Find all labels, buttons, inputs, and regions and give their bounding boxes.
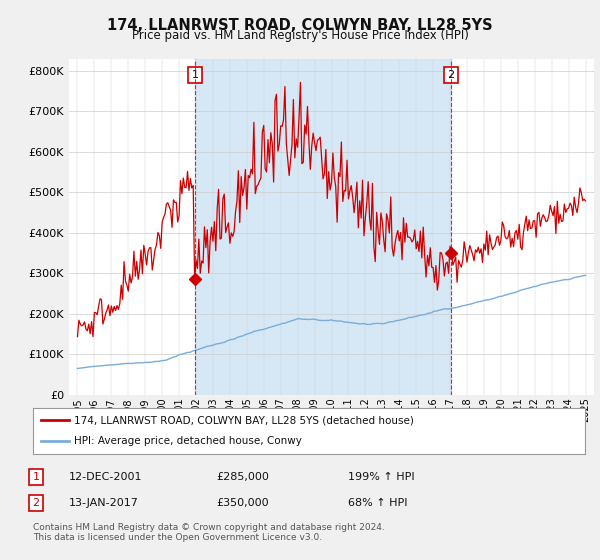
Text: 1: 1 bbox=[32, 472, 40, 482]
Text: 199% ↑ HPI: 199% ↑ HPI bbox=[348, 472, 415, 482]
Text: 174, LLANRWST ROAD, COLWYN BAY, LL28 5YS (detached house): 174, LLANRWST ROAD, COLWYN BAY, LL28 5YS… bbox=[74, 415, 414, 425]
Text: Price paid vs. HM Land Registry's House Price Index (HPI): Price paid vs. HM Land Registry's House … bbox=[131, 29, 469, 42]
Text: HPI: Average price, detached house, Conwy: HPI: Average price, detached house, Conw… bbox=[74, 436, 302, 446]
Text: £350,000: £350,000 bbox=[216, 498, 269, 508]
Text: 1: 1 bbox=[192, 70, 199, 80]
Text: £285,000: £285,000 bbox=[216, 472, 269, 482]
Text: 13-JAN-2017: 13-JAN-2017 bbox=[69, 498, 139, 508]
Text: 174, LLANRWST ROAD, COLWYN BAY, LL28 5YS: 174, LLANRWST ROAD, COLWYN BAY, LL28 5YS bbox=[107, 18, 493, 33]
Bar bbox=[196, 59, 451, 395]
Text: Contains HM Land Registry data © Crown copyright and database right 2024.
This d: Contains HM Land Registry data © Crown c… bbox=[33, 522, 385, 542]
Text: 2: 2 bbox=[447, 70, 454, 80]
Text: 68% ↑ HPI: 68% ↑ HPI bbox=[348, 498, 407, 508]
Text: 2: 2 bbox=[32, 498, 40, 508]
Text: 12-DEC-2001: 12-DEC-2001 bbox=[69, 472, 143, 482]
